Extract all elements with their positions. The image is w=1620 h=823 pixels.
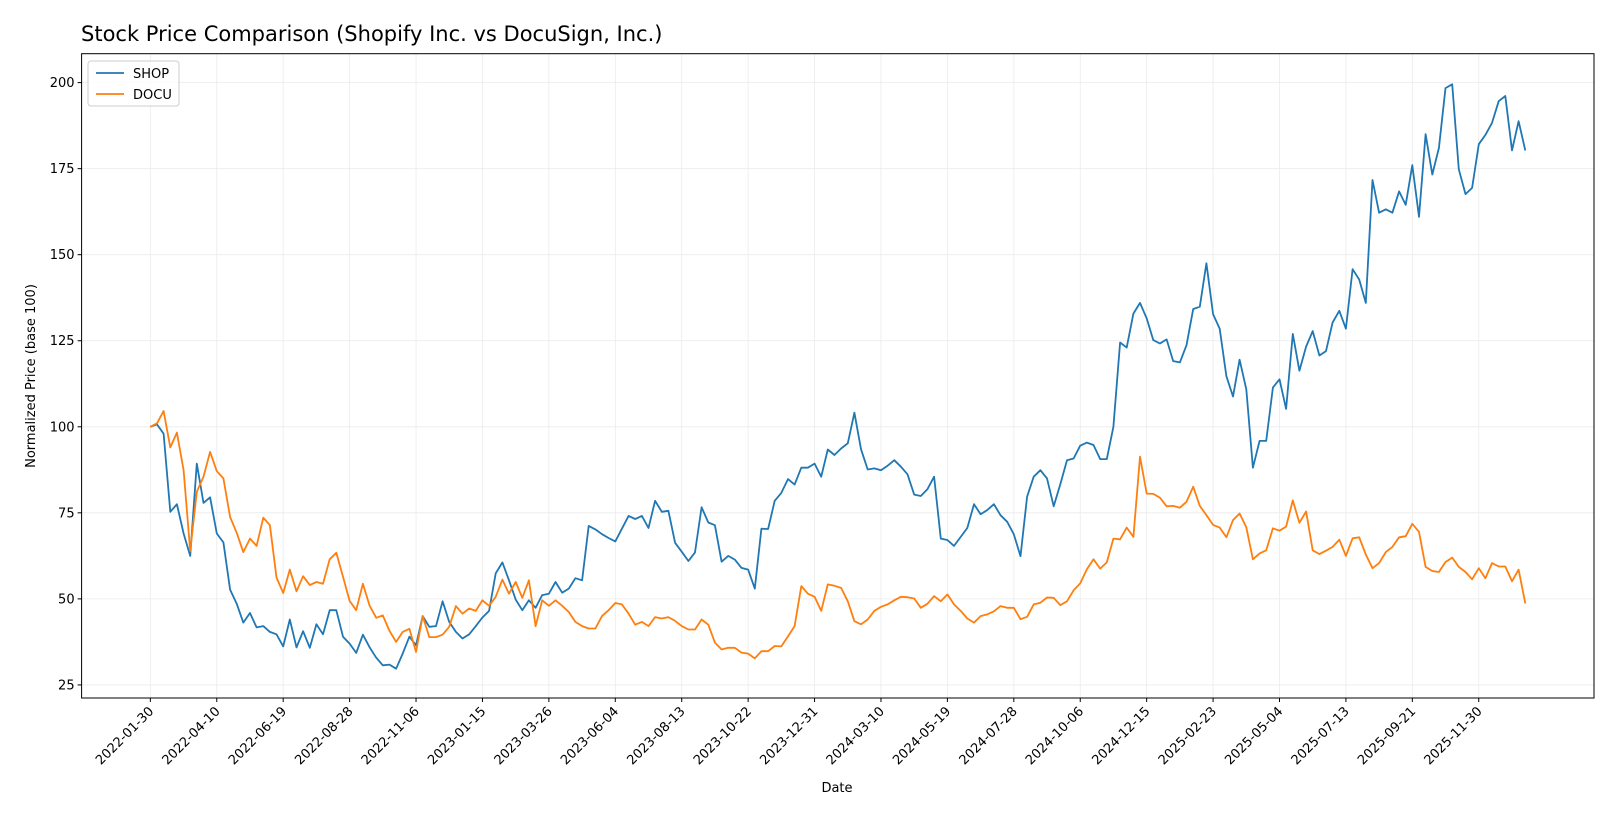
legend-label-shop: SHOP xyxy=(133,67,169,82)
chart-title: Stock Price Comparison (Shopify Inc. vs … xyxy=(81,22,662,46)
y-tick-label: 25 xyxy=(58,678,75,693)
y-axis-ticks: 25 50 75 100 125 150 175 200 xyxy=(50,76,82,693)
legend-label-docu: DOCU xyxy=(133,88,172,103)
series-line-shop xyxy=(149,83,1527,670)
y-tick-label: 125 xyxy=(50,334,75,349)
series-line-docu xyxy=(149,410,1527,660)
y-tick-label: 150 xyxy=(50,248,75,263)
x-axis-label: Date xyxy=(821,781,852,796)
legend: SHOP DOCU xyxy=(87,60,180,107)
y-tick-label: 100 xyxy=(50,420,75,435)
y-tick-label: 175 xyxy=(50,162,75,177)
plot-area-frame xyxy=(81,53,1595,699)
y-tick-label: 75 xyxy=(58,506,75,521)
y-axis-label: Normalized Price (base 100) xyxy=(24,284,39,468)
series-lines xyxy=(149,83,1527,670)
y-tick-label: 200 xyxy=(50,76,75,91)
grid-lines xyxy=(81,53,1594,698)
y-tick-label: 50 xyxy=(58,592,75,607)
